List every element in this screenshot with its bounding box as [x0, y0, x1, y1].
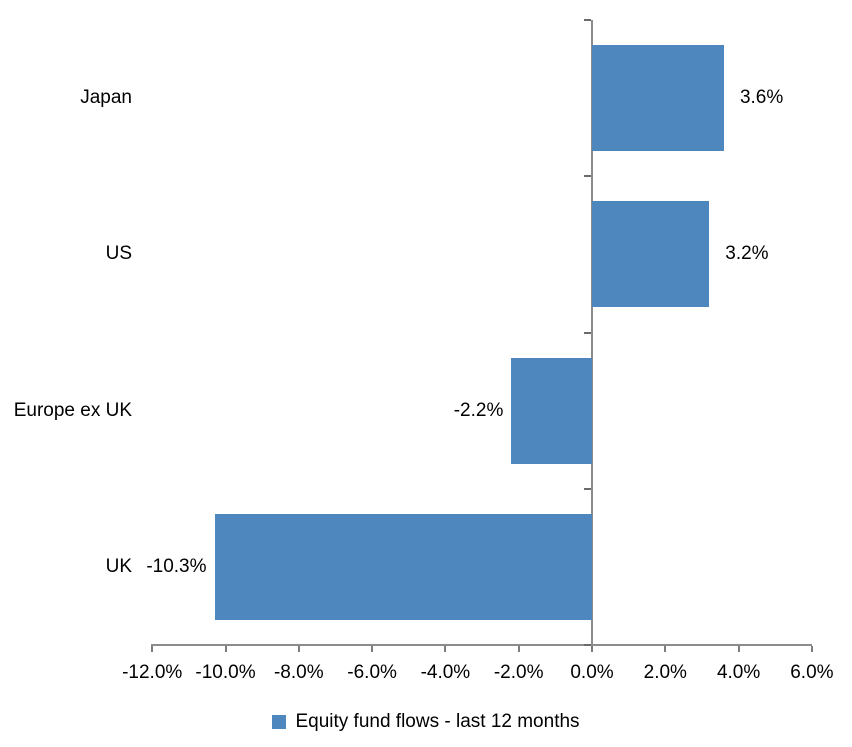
x-axis-tick — [444, 646, 447, 652]
x-axis-tick — [371, 646, 374, 652]
category-axis-tick — [584, 487, 591, 490]
x-axis-tick — [151, 646, 154, 652]
x-axis-tick-label: -2.0% — [493, 662, 544, 683]
x-axis-tick-label: -8.0% — [273, 662, 324, 683]
legend-swatch-icon — [272, 715, 287, 729]
x-axis-tick — [297, 646, 300, 652]
category-axis-tick — [584, 19, 591, 21]
x-axis-tick-label: 0.0% — [570, 662, 614, 683]
x-axis-tick-label: -12.0% — [122, 662, 183, 683]
category-axis-line — [591, 20, 593, 646]
bar-us — [592, 201, 710, 308]
data-label-us: 3.2% — [725, 243, 769, 265]
data-label-japan: 3.6% — [739, 87, 784, 109]
category-axis-tick — [584, 331, 591, 334]
x-axis-tick-label: 2.0% — [643, 662, 687, 683]
legend: Equity fund flows - last 12 months — [0, 708, 852, 736]
bar-europe-ex-uk — [511, 357, 592, 464]
category-label-europe-ex-uk: Europe ex UK — [13, 399, 132, 421]
x-axis-tick — [810, 646, 813, 652]
x-axis-tick — [664, 646, 667, 652]
x-axis-tick-label: -4.0% — [420, 662, 471, 683]
x-axis-tick-label: 4.0% — [716, 662, 761, 683]
value-axis-line — [151, 644, 812, 646]
data-label-europe-ex-uk: -2.2% — [453, 399, 504, 421]
x-axis-tick-label: 6.0% — [790, 662, 834, 683]
category-axis-tick — [584, 175, 591, 178]
bar-japan — [592, 45, 724, 152]
x-axis-tick — [224, 646, 227, 652]
x-axis-tick — [591, 646, 593, 652]
x-axis-tick-label: -10.0% — [195, 662, 256, 683]
legend-label: Equity fund flows - last 12 months — [295, 711, 580, 732]
data-label-uk: -10.3% — [146, 555, 207, 577]
x-axis-tick — [737, 646, 740, 652]
x-axis-tick-label: -6.0% — [347, 662, 397, 683]
category-axis-tick — [584, 644, 591, 646]
x-axis-tick — [517, 646, 520, 652]
bar-uk — [214, 513, 592, 620]
category-label-japan: Japan — [80, 87, 132, 109]
category-label-us: US — [105, 243, 132, 265]
category-label-uk: UK — [105, 555, 132, 577]
